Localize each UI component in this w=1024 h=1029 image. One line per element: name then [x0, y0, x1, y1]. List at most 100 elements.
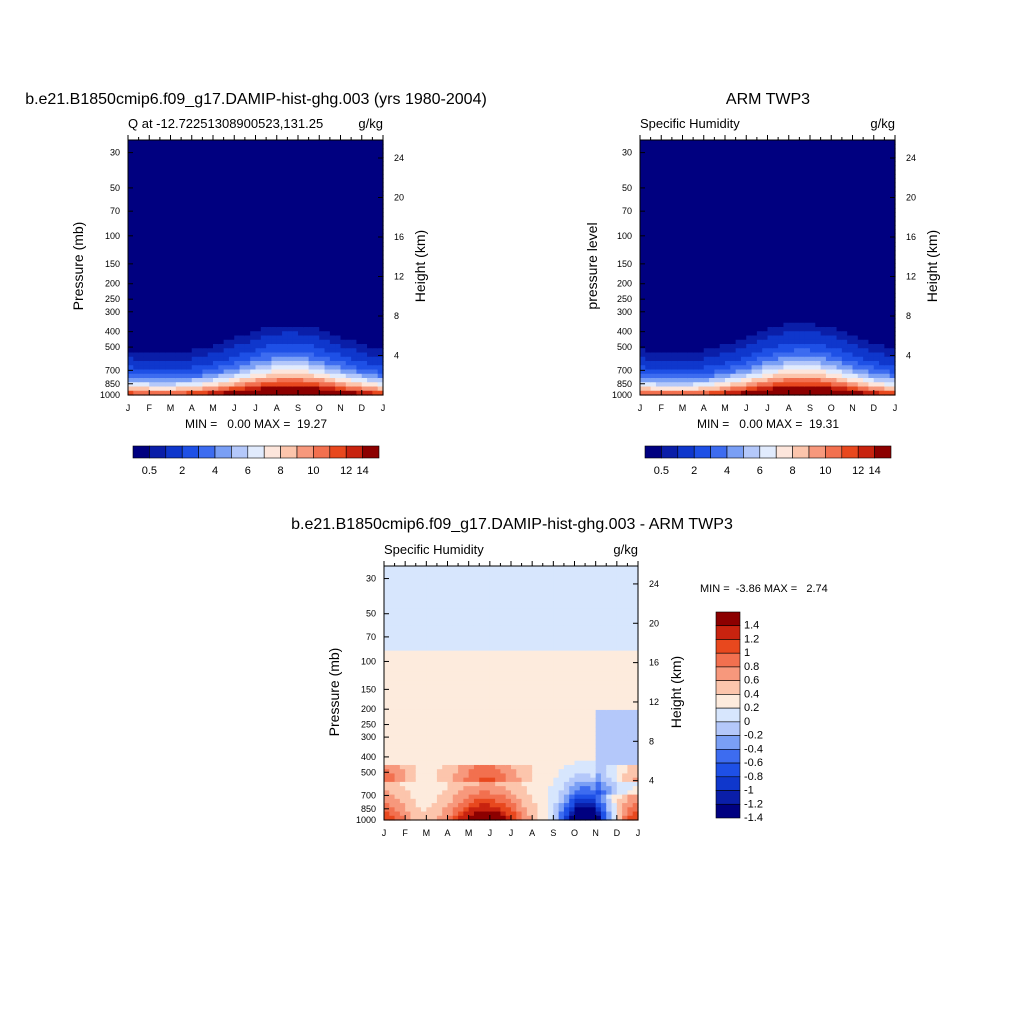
heatmap-cell [181, 263, 187, 268]
heatmap-cell [725, 208, 731, 213]
colorbar-swatch [313, 446, 329, 458]
heatmap-cell [282, 272, 288, 277]
heatmap-cell [309, 285, 315, 290]
heatmap-cell [799, 208, 805, 213]
heatmap-cell [725, 336, 731, 341]
heatmap-cell [325, 331, 331, 336]
heatmap-cell [677, 195, 683, 200]
heatmap-cell [768, 200, 774, 205]
heatmap-cell [314, 323, 320, 328]
heatmap-cell [661, 276, 667, 281]
heatmap-cell [651, 149, 657, 154]
heatmap-cell [351, 357, 357, 362]
heatmap-cell [651, 251, 657, 256]
x-tick-label: J [381, 403, 386, 413]
heatmap-cell [186, 306, 192, 311]
heatmap-cell [128, 259, 134, 264]
heatmap-cell [672, 297, 678, 302]
heatmap-cell [144, 340, 150, 345]
heatmap-cell [651, 268, 657, 273]
heatmap-cell [794, 276, 800, 281]
heatmap-cell [356, 327, 362, 332]
heatmap-cell [762, 331, 768, 336]
heatmap-cell [271, 251, 277, 256]
heatmap-cell [287, 208, 293, 213]
heatmap-cell [372, 348, 378, 353]
heatmap-cell [171, 353, 177, 358]
heatmap-cell [651, 238, 657, 243]
heatmap-cell [298, 302, 304, 307]
heatmap-cell [698, 263, 704, 268]
heatmap-cell [133, 336, 139, 341]
heatmap-cell [165, 331, 171, 336]
heatmap-cell [128, 221, 134, 226]
heatmap-cell [693, 289, 699, 294]
heatmap-cell [367, 263, 373, 268]
heatmap-cell [229, 365, 235, 370]
heatmap-cell [645, 297, 651, 302]
heatmap-cell [805, 268, 811, 273]
heatmap-cell [186, 314, 192, 319]
heatmap-cell [683, 285, 689, 290]
heatmap-cell [287, 370, 293, 375]
heatmap-cell [341, 297, 347, 302]
heatmap-cell [266, 170, 272, 175]
heatmap-cell [234, 140, 240, 145]
y-right-tick-label: 20 [394, 192, 404, 202]
heatmap-cell [250, 187, 256, 192]
heatmap-cell [155, 229, 161, 234]
heatmap-cell [133, 157, 139, 162]
heatmap-cell [757, 204, 763, 209]
heatmap-cell [741, 302, 747, 307]
heatmap-cell [677, 293, 683, 298]
heatmap-cell [186, 263, 192, 268]
heatmap-cell [704, 323, 710, 328]
heatmap-cell [372, 251, 378, 256]
heatmap-cell [789, 140, 795, 145]
heatmap-cell [799, 170, 805, 175]
heatmap-cell [197, 378, 203, 383]
heatmap-cell [240, 217, 246, 222]
heatmap-cell [186, 166, 192, 171]
heatmap-cell [783, 225, 789, 230]
heatmap-cell [789, 178, 795, 183]
panel-model-subtitle-right: g/kg [358, 116, 383, 131]
heatmap-cell [683, 314, 689, 319]
heatmap-cell [704, 289, 710, 294]
heatmap-cell [362, 246, 368, 251]
heatmap-cell [672, 268, 678, 273]
heatmap-cell [229, 187, 235, 192]
heatmap-cell [144, 353, 150, 358]
heatmap-cell [229, 157, 235, 162]
heatmap-cell [672, 323, 678, 328]
heatmap-cell [245, 276, 251, 281]
heatmap-cell [805, 157, 811, 162]
heatmap-cell [176, 255, 182, 260]
heatmap-cell [128, 361, 134, 366]
heatmap-cell [810, 217, 816, 222]
heatmap-cell [810, 365, 816, 370]
heatmap-cell [298, 310, 304, 315]
heatmap-cell [218, 310, 224, 315]
heatmap-cell [186, 302, 192, 307]
heatmap-cell [309, 246, 315, 251]
heatmap-cell [309, 242, 315, 247]
heatmap-cell [362, 336, 368, 341]
heatmap-cell [683, 242, 689, 247]
heatmap-cell [356, 348, 362, 353]
heatmap-cell [805, 323, 811, 328]
heatmap-cell [282, 166, 288, 171]
heatmap-cell [714, 340, 720, 345]
heatmap-cell [303, 365, 309, 370]
heatmap-cell [768, 263, 774, 268]
heatmap-cell [128, 242, 134, 247]
heatmap-cell [656, 187, 662, 192]
heatmap-cell [330, 229, 336, 234]
heatmap-cell [645, 302, 651, 307]
heatmap-cell [155, 191, 161, 196]
heatmap-cell [741, 234, 747, 239]
heatmap-cell [245, 289, 251, 294]
heatmap-cell [356, 382, 362, 387]
heatmap-cell [128, 344, 134, 349]
heatmap-cell [197, 382, 203, 387]
